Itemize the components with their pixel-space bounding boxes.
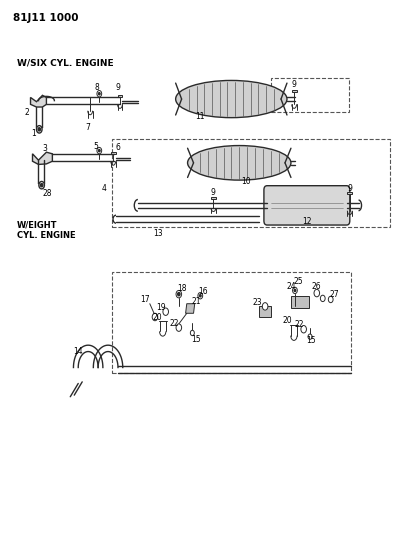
Polygon shape [259, 306, 271, 317]
Text: 25: 25 [293, 277, 303, 286]
Circle shape [294, 289, 296, 292]
Text: 24: 24 [286, 281, 296, 290]
Text: 21: 21 [192, 296, 201, 305]
Bar [271, 78, 349, 112]
Text: 9: 9 [211, 188, 216, 197]
Circle shape [97, 148, 102, 154]
Circle shape [36, 126, 42, 133]
Text: 17: 17 [140, 295, 150, 304]
Polygon shape [186, 304, 195, 313]
FancyBboxPatch shape [264, 185, 350, 225]
Text: 8: 8 [95, 83, 99, 92]
Text: 15: 15 [191, 335, 200, 344]
Bar [112, 272, 351, 373]
Circle shape [328, 296, 333, 303]
Text: W/EIGHT
CYL. ENGINE: W/EIGHT CYL. ENGINE [17, 221, 75, 240]
Circle shape [200, 295, 201, 297]
Ellipse shape [188, 146, 291, 180]
Text: 15: 15 [306, 336, 316, 345]
Circle shape [39, 181, 44, 189]
Circle shape [176, 324, 182, 332]
Circle shape [178, 293, 180, 296]
Polygon shape [118, 95, 122, 98]
Text: 20: 20 [282, 316, 292, 325]
Circle shape [292, 287, 297, 294]
Circle shape [40, 183, 43, 187]
Text: 4: 4 [102, 184, 107, 193]
Polygon shape [32, 152, 52, 165]
Circle shape [198, 293, 203, 299]
Text: 2: 2 [24, 108, 29, 117]
Circle shape [99, 93, 100, 95]
Text: 13: 13 [153, 229, 162, 238]
Text: 9: 9 [348, 184, 352, 193]
Text: 6: 6 [116, 143, 120, 152]
Text: 16: 16 [199, 287, 208, 296]
Text: 12: 12 [302, 217, 312, 227]
Circle shape [176, 290, 182, 298]
Text: 1: 1 [31, 129, 36, 138]
Text: W/SIX CYL. ENGINE: W/SIX CYL. ENGINE [17, 59, 113, 68]
Text: 5: 5 [94, 142, 99, 151]
Circle shape [163, 308, 168, 316]
Text: 3: 3 [42, 144, 47, 153]
Text: 9: 9 [116, 83, 120, 92]
Circle shape [308, 334, 312, 340]
Text: 23: 23 [252, 297, 262, 306]
Circle shape [320, 295, 325, 302]
Circle shape [152, 313, 158, 321]
Text: 28: 28 [43, 189, 52, 198]
Text: 20: 20 [152, 312, 162, 321]
Circle shape [262, 303, 268, 310]
Text: 18: 18 [177, 284, 186, 293]
Circle shape [99, 150, 100, 152]
Text: 7: 7 [85, 123, 90, 132]
Polygon shape [292, 90, 296, 92]
Polygon shape [348, 191, 352, 193]
Text: 27: 27 [330, 290, 340, 299]
Text: 11: 11 [196, 112, 205, 121]
Circle shape [38, 128, 40, 131]
Circle shape [190, 330, 194, 336]
Text: 22: 22 [170, 319, 179, 328]
Text: 14: 14 [73, 347, 83, 356]
Text: 26: 26 [312, 282, 322, 291]
Text: 19: 19 [156, 303, 166, 312]
Text: 22: 22 [295, 320, 304, 329]
Text: 10: 10 [242, 177, 251, 186]
Polygon shape [291, 296, 309, 308]
Text: 81J11 1000: 81J11 1000 [13, 13, 78, 23]
Polygon shape [111, 152, 116, 154]
Ellipse shape [176, 80, 287, 118]
Circle shape [301, 326, 306, 333]
Polygon shape [211, 197, 216, 199]
Bar [112, 139, 390, 227]
Circle shape [314, 289, 320, 297]
Polygon shape [30, 95, 46, 107]
Text: 9: 9 [292, 80, 296, 89]
Circle shape [97, 91, 102, 97]
